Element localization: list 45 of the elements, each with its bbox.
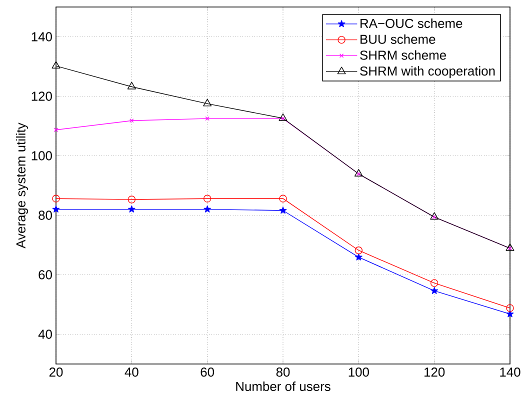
point [506, 243, 514, 251]
y-tick-label: 60 [38, 270, 52, 280]
x-tick-label: 140 [500, 368, 520, 377]
point [356, 172, 361, 176]
point [52, 194, 60, 202]
y-tick-label: 140 [32, 32, 52, 42]
legend-label: RA−OUC scheme [360, 18, 462, 28]
point [432, 214, 436, 220]
point [130, 118, 134, 123]
point [430, 212, 439, 220]
point [128, 196, 136, 204]
x-tick-label: 40 [124, 368, 138, 377]
legend-label: SHRM with cooperation [360, 66, 495, 78]
point [279, 206, 287, 214]
point [278, 113, 288, 121]
x-tick-label: 60 [200, 368, 214, 377]
legend-label: SHRM scheme [360, 50, 446, 60]
point [127, 82, 136, 90]
point [52, 61, 60, 68]
y-tick-label: 80 [38, 210, 52, 220]
y-tick-label: 40 [38, 330, 52, 339]
point [280, 116, 286, 121]
point [128, 205, 136, 212]
y-axis-title: Average system utility [16, 122, 28, 248]
point [354, 246, 363, 254]
x-axis-title: Number of users [236, 382, 330, 392]
point [52, 205, 60, 212]
point [279, 194, 287, 202]
point [430, 286, 438, 294]
x-tick-label: 120 [424, 368, 445, 377]
x-tick-label: 80 [276, 368, 290, 377]
x-tick-label: 100 [348, 368, 369, 377]
point [354, 169, 363, 176]
point [204, 205, 212, 212]
y-tick-label: 120 [32, 92, 52, 101]
point [506, 304, 514, 312]
point [203, 98, 212, 106]
point [506, 310, 514, 318]
point [203, 194, 212, 202]
y-tick-label: 100 [32, 151, 52, 160]
legend-label: BUU scheme [360, 34, 436, 44]
point [205, 116, 210, 121]
point [354, 253, 362, 260]
point [430, 279, 438, 287]
x-tick-label: 20 [49, 368, 63, 377]
